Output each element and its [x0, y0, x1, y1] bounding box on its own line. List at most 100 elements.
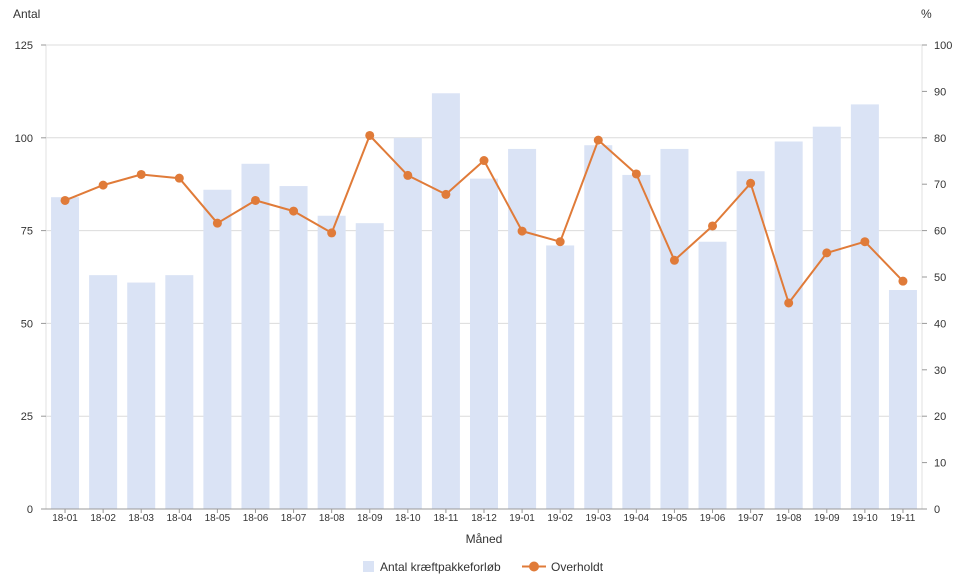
y-right-tick-label: 30	[934, 365, 946, 377]
x-tick-label: 18-02	[90, 513, 116, 524]
line-point	[212, 218, 222, 228]
x-tick-label: 19-09	[814, 513, 840, 524]
y-right-tick-label: 0	[934, 504, 940, 516]
x-tick-label: 18-08	[319, 513, 345, 524]
bar	[203, 189, 232, 509]
bar-series	[51, 93, 917, 510]
bar	[812, 126, 841, 509]
line-point	[669, 255, 679, 265]
line-point	[365, 130, 375, 140]
y-right-tick-label: 10	[934, 458, 946, 470]
line-point	[403, 170, 413, 180]
x-tick-label: 19-06	[700, 513, 726, 524]
x-tick-label: 18-07	[281, 513, 307, 524]
y-right-tick-label: 100	[934, 40, 952, 52]
x-tick-label: 19-04	[624, 513, 650, 524]
x-axis-title: Måned	[466, 532, 503, 546]
bar	[888, 289, 917, 509]
line-point	[327, 228, 337, 238]
legend-swatch-bars	[363, 561, 374, 572]
x-tick-label: 19-01	[509, 513, 535, 524]
x-tick-label: 19-05	[662, 513, 688, 524]
y-right-tick-label: 20	[934, 411, 946, 423]
y-left-axis-title: Antal	[13, 7, 40, 21]
line-series	[60, 130, 908, 308]
x-tick-label: 18-05	[205, 513, 231, 524]
y-right-tick-label: 70	[934, 179, 946, 191]
line-point	[708, 221, 718, 231]
line-point	[898, 276, 908, 286]
x-tick-label: 19-07	[738, 513, 764, 524]
bar	[850, 104, 879, 509]
line-point	[136, 169, 146, 179]
bar	[584, 145, 613, 509]
line-point	[555, 237, 565, 247]
x-tick-label: 18-09	[357, 513, 383, 524]
line-point	[479, 156, 489, 166]
y-right-tick-label: 90	[934, 86, 946, 98]
bar	[317, 215, 346, 509]
y-right-tick-label: 40	[934, 318, 946, 330]
x-tick-label: 18-04	[167, 513, 193, 524]
y-left-tick-label: 25	[21, 411, 33, 423]
y-right-tick-label: 80	[934, 133, 946, 145]
x-tick-label: 18-03	[128, 513, 154, 524]
line-point	[593, 135, 603, 145]
bar	[622, 174, 651, 510]
line-point	[746, 178, 756, 188]
line-point	[250, 195, 260, 205]
x-tick-label: 19-08	[776, 513, 802, 524]
y-left-ticks: 0 25 50 75 100 125	[15, 40, 46, 516]
bar	[165, 275, 194, 509]
line-point	[441, 189, 451, 199]
legend-label-line: Overholdt	[551, 560, 604, 574]
y-left-tick-label: 75	[21, 226, 33, 238]
bar	[774, 141, 803, 509]
line-point	[822, 248, 832, 258]
x-tick-label: 18-11	[433, 513, 458, 524]
bar	[393, 137, 422, 510]
x-tick-label: 19-03	[585, 513, 611, 524]
line-point	[174, 173, 184, 183]
bar	[660, 148, 689, 509]
y-right-tick-label: 60	[934, 226, 946, 238]
y-right-tick-label: 50	[934, 272, 946, 284]
line-point	[517, 226, 527, 236]
y-left-tick-label: 125	[15, 40, 33, 52]
x-tick-label: 18-10	[395, 513, 421, 524]
line-point	[98, 180, 108, 190]
y-left-tick-label: 0	[27, 504, 33, 516]
x-tick-label: 18-01	[52, 513, 78, 524]
bar	[508, 148, 537, 509]
bar	[51, 197, 80, 509]
x-ticks: 18-01 18-02 18-03 18-04 18-05 18-06 18-07 18-08…	[52, 509, 916, 524]
legend: Antal kræftpakkeforløb Overholdt	[363, 560, 604, 574]
bar	[698, 241, 727, 509]
y-left-tick-label: 50	[21, 318, 33, 330]
bar	[279, 186, 308, 509]
bar	[470, 178, 498, 509]
y-right-axis-title: %	[921, 7, 932, 21]
x-tick-label: 18-12	[471, 513, 497, 524]
bar	[431, 93, 460, 510]
bar	[355, 223, 384, 509]
bar	[127, 282, 156, 509]
bar	[89, 275, 118, 509]
line-point	[60, 195, 70, 205]
legend-label-bars: Antal kræftpakkeforløb	[380, 560, 501, 574]
line-point	[631, 169, 641, 179]
x-tick-label: 19-02	[547, 513, 573, 524]
line-point	[289, 206, 299, 216]
legend-swatch-marker	[529, 561, 539, 572]
line-point	[860, 237, 870, 247]
x-tick-label: 18-06	[243, 513, 269, 524]
bar	[546, 245, 575, 509]
x-tick-label: 19-10	[852, 513, 878, 524]
bar	[736, 171, 765, 509]
bar	[241, 163, 270, 509]
line-point	[784, 298, 794, 308]
x-tick-label: 19-11	[891, 513, 916, 524]
y-right-ticks: 0 10 20 30 40 50 60 70 80 90 100	[922, 40, 952, 516]
y-left-tick-label: 100	[15, 133, 33, 145]
